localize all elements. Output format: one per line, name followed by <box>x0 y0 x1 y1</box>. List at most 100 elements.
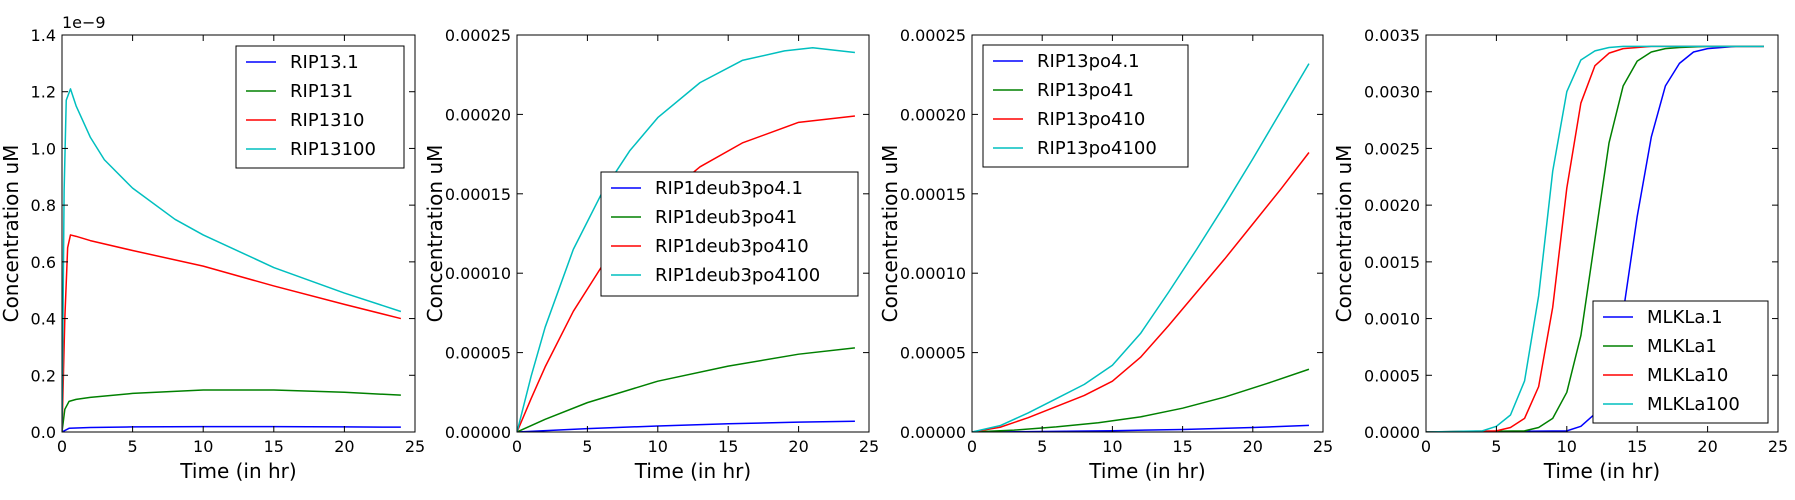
legend-entry-label: RIP1deub3po410 <box>655 236 809 257</box>
x-tick-label: 5 <box>128 437 138 456</box>
series-line-3 <box>972 152 1310 432</box>
y-axis-label: Concentration uM <box>1332 145 1356 323</box>
y-tick-label: 1.4 <box>31 26 56 45</box>
legend-entry-label: MLKLa10 <box>1647 365 1728 386</box>
legend-entry-label: RIP1deub3po41 <box>655 207 797 228</box>
y-tick-label: 0.0030 <box>1364 83 1420 102</box>
series-line-2 <box>1426 45 1764 432</box>
series-line-1 <box>517 420 855 432</box>
series-line-4 <box>62 88 402 432</box>
legend-entry-label: RIP13.1 <box>290 52 359 73</box>
legend-entry-label: RIP131 <box>290 81 353 102</box>
y-axis-label: Concentration uM <box>878 145 902 323</box>
plot-frame <box>1425 34 1779 433</box>
legend-entry-label: RIP13po4100 <box>1037 138 1157 159</box>
legend-entry-label: MLKLa1 <box>1647 336 1717 357</box>
legend-entry-label: RIP13po410 <box>1037 109 1145 130</box>
y-tick-label: 0.00015 <box>900 185 966 204</box>
y-tick-label: 0.0 <box>31 423 56 442</box>
x-tick-label: 5 <box>582 437 592 456</box>
legend-entry-label: RIP1deub3po4.1 <box>655 178 803 199</box>
chart-panel-3: 0 5 10 15 20 25 0.00000 0.00005 0.00010 0.00015 0.… <box>878 26 1333 483</box>
chart-panel-4: 0 5 10 15 20 25 0.0000 0.0005 0.0010 0.0015 0.0020… <box>1332 26 1788 483</box>
y-tick-label: 0.00010 <box>900 264 966 283</box>
series-line-3 <box>62 234 402 432</box>
x-tick-label: 15 <box>718 437 738 456</box>
y-tick-label: 0.00015 <box>445 185 511 204</box>
x-tick-label: 10 <box>648 437 668 456</box>
x-tick-label: 0 <box>967 437 977 456</box>
y-tick-label: 0.0005 <box>1364 366 1420 385</box>
y-tick-label: 0.0000 <box>1364 423 1420 442</box>
legend-box <box>235 45 405 169</box>
plot-frame <box>516 34 870 433</box>
x-tick-label: 15 <box>1172 437 1192 456</box>
series-line-1 <box>1426 45 1764 432</box>
y-tick-label: 0.0025 <box>1364 139 1420 158</box>
legend-entry-label: MLKLa.1 <box>1647 307 1723 328</box>
legend: RIP1deub3po4.1 RIP1deub3po41 RIP1deub3po41… <box>600 171 859 297</box>
x-tick-label: 10 <box>1102 437 1122 456</box>
legend-entry-label: RIP13100 <box>290 139 376 160</box>
y-tick-label: 0.8 <box>31 196 56 215</box>
x-tick-label: 5 <box>1037 437 1047 456</box>
y-tick-label: 0.0020 <box>1364 196 1420 215</box>
x-tick-label: 5 <box>1491 437 1501 456</box>
x-axis-label: Time (in hr) <box>179 459 296 483</box>
y-tick-label: 0.00020 <box>900 105 966 124</box>
x-tick-label: 20 <box>334 437 354 456</box>
x-tick-label: 25 <box>405 437 425 456</box>
x-tick-label: 0 <box>512 437 522 456</box>
x-tick-label: 10 <box>193 437 213 456</box>
series-line-4 <box>517 46 856 432</box>
x-tick-label: 25 <box>1313 437 1333 456</box>
y-tick-label: 0.00025 <box>445 26 511 45</box>
legend: RIP13po4.1 RIP13po41 RIP13po410 RIP13po4100 <box>982 44 1189 168</box>
x-tick-label: 20 <box>788 437 808 456</box>
legend-box <box>982 44 1189 168</box>
y-tick-label: 0.0035 <box>1364 26 1420 45</box>
x-tick-label: 20 <box>1243 437 1263 456</box>
plot-frame <box>61 34 416 433</box>
legend-box <box>1592 300 1769 424</box>
y-tick-label: 0.00000 <box>900 423 966 442</box>
series-line-4 <box>1426 45 1764 432</box>
y-tick-label: 0.00005 <box>445 344 511 363</box>
plot-frame <box>971 34 1324 433</box>
legend-entry-label: RIP13po4.1 <box>1037 51 1140 72</box>
legend-entry-label: RIP1310 <box>290 110 364 131</box>
y-tick-label: 1.2 <box>31 83 56 102</box>
chart-panel-1: 0 5 10 15 20 25 0.0 0.2 0.4 0.6 0.8 1.0 1.2 1.4 1e−9 Ti… <box>0 13 425 483</box>
y-tick-label: 1.0 <box>31 139 56 158</box>
y-axis-label: Concentration uM <box>0 145 23 323</box>
x-tick-label: 0 <box>1421 437 1431 456</box>
series-line-2 <box>972 368 1310 432</box>
x-tick-label: 20 <box>1697 437 1717 456</box>
legend: RIP13.1 RIP131 RIP1310 RIP13100 <box>235 45 405 169</box>
legend-entry-label: RIP1deub3po4100 <box>655 265 820 286</box>
y-tick-label: 0.00005 <box>900 344 966 363</box>
x-tick-label: 0 <box>57 437 67 456</box>
x-tick-label: 15 <box>1627 437 1647 456</box>
x-tick-label: 15 <box>264 437 284 456</box>
x-tick-label: 10 <box>1557 437 1577 456</box>
legend: MLKLa.1 MLKLa1 MLKLa10 MLKLa100 <box>1592 300 1769 424</box>
series-line-2 <box>62 389 401 432</box>
series-line-4 <box>972 63 1310 432</box>
y-exponent-label: 1e−9 <box>62 13 106 32</box>
x-axis-label: Time (in hr) <box>1088 459 1205 483</box>
y-tick-label: 0.0015 <box>1364 253 1420 272</box>
x-axis-label: Time (in hr) <box>634 459 751 483</box>
y-tick-label: 0.4 <box>31 310 56 329</box>
legend-entry-label: RIP13po41 <box>1037 80 1134 101</box>
x-axis-label: Time (in hr) <box>1543 459 1660 483</box>
series-line-1 <box>972 424 1309 432</box>
legend-entry-label: MLKLa100 <box>1647 394 1740 415</box>
y-tick-label: 0.00020 <box>445 105 511 124</box>
y-tick-label: 0.00010 <box>445 264 511 283</box>
y-tick-label: 0.00025 <box>900 26 966 45</box>
y-axis-label: Concentration uM <box>423 145 447 323</box>
series-line-1 <box>62 425 401 432</box>
y-tick-label: 0.0010 <box>1364 310 1420 329</box>
